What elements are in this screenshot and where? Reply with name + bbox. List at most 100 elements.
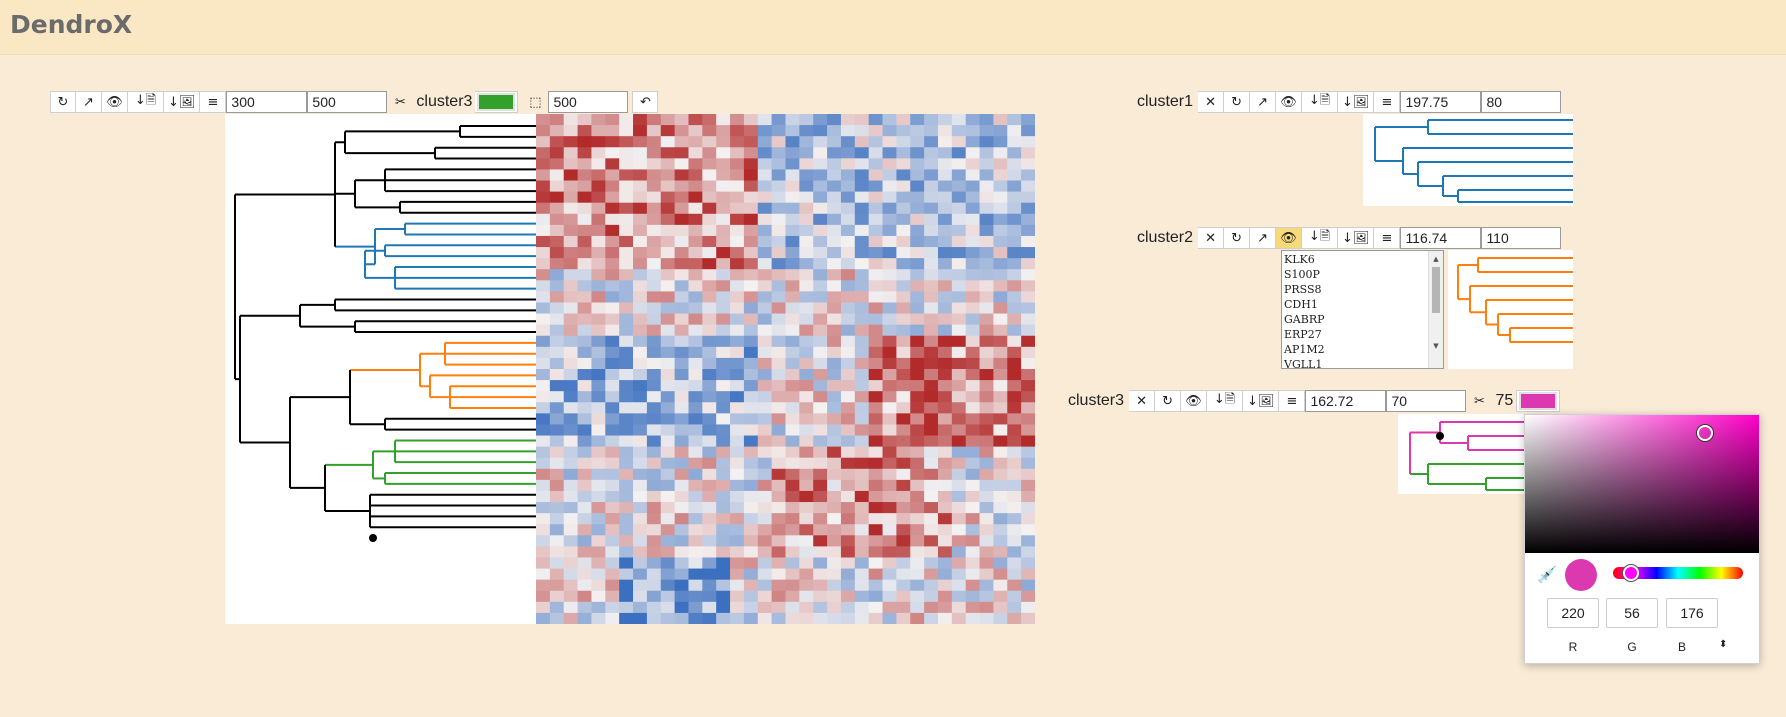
heatmap-cell <box>868 424 884 437</box>
download-text-icon[interactable]: ↓🗎 <box>1207 390 1244 412</box>
heatmap-cell <box>619 479 634 492</box>
eye-icon[interactable]: 👁 <box>1276 227 1303 249</box>
undo-icon[interactable]: ↶ <box>632 91 659 113</box>
heatmap-cell <box>896 136 911 148</box>
list-item[interactable]: KLK6 <box>1284 253 1315 266</box>
heatmap-cell <box>716 557 731 570</box>
eyedropper-icon[interactable]: 💉 <box>1537 567 1557 584</box>
scissors-icon[interactable]: ✂ <box>394 94 406 110</box>
crop-size-input[interactable] <box>548 91 629 113</box>
download-text-icon[interactable]: ↓🗎 <box>1302 91 1339 113</box>
heatmap-cell <box>563 147 579 159</box>
tree-height-input[interactable] <box>307 91 388 113</box>
sv-handle[interactable] <box>1697 425 1713 441</box>
heatmap-cell <box>1007 446 1022 459</box>
heatmap-cell <box>757 335 773 348</box>
cluster1-dendrogram[interactable] <box>1363 114 1573 206</box>
heatmap-cell <box>646 535 662 547</box>
list-item[interactable]: CDH1 <box>1284 298 1318 311</box>
heatmap-cell <box>1007 258 1022 270</box>
heatmap-cell <box>591 612 606 624</box>
expand-icon[interactable]: ↗ <box>1250 227 1277 249</box>
download-image-icon[interactable]: ↓🖼 <box>1338 91 1375 113</box>
tree-width-input[interactable] <box>226 91 308 113</box>
cluster1-width-input[interactable] <box>1481 91 1562 113</box>
heatmap-cell <box>882 147 897 159</box>
heatmap[interactable] <box>536 114 1035 624</box>
heatmap-cell <box>716 612 731 624</box>
heatmap-cell <box>910 568 925 581</box>
heatmap-cell <box>993 612 1008 624</box>
scroll-thumb[interactable] <box>1432 267 1440 313</box>
scroll-up-icon[interactable]: ▲ <box>1433 255 1439 263</box>
list-icon[interactable]: ≡ <box>1279 390 1306 412</box>
color-mode-toggle[interactable]: ⬍ <box>1719 639 1728 650</box>
scroll-down-icon[interactable]: ▼ <box>1433 342 1439 350</box>
cluster2-height-input[interactable] <box>1400 227 1482 249</box>
scissors-icon[interactable]: ✂ <box>1473 393 1485 409</box>
expand-icon[interactable]: ↗ <box>1250 91 1277 113</box>
selected-node-marker[interactable] <box>1436 432 1444 440</box>
cluster1-height-input[interactable] <box>1400 91 1482 113</box>
list-item[interactable]: PRSS8 <box>1284 283 1322 296</box>
list-item[interactable]: VGLL1 <box>1284 358 1323 369</box>
heatmap-cell <box>646 125 662 137</box>
refresh-icon[interactable]: ↻ <box>1224 91 1251 113</box>
list-item[interactable]: ERP27 <box>1284 328 1322 341</box>
eye-icon[interactable]: 👁 <box>102 91 128 113</box>
cluster2-width-input[interactable] <box>1481 227 1562 249</box>
heatmap-cell <box>1007 291 1022 303</box>
close-icon[interactable]: ✕ <box>1129 390 1156 412</box>
expand-icon[interactable]: ↗ <box>76 91 102 113</box>
list-scrollbar[interactable]: ▲ ▼ <box>1428 251 1443 368</box>
download-image-icon[interactable]: ↓🖼 <box>1243 390 1280 412</box>
hue-slider[interactable] <box>1613 565 1743 581</box>
cluster3-height-input[interactable] <box>1305 390 1387 412</box>
saturation-value-area[interactable] <box>1525 415 1759 553</box>
heatmap-cell <box>549 324 565 337</box>
eye-icon[interactable]: 👁 <box>1181 390 1208 412</box>
heatmap-cell <box>771 402 786 414</box>
cluster3-color-button[interactable] <box>1516 390 1561 412</box>
red-input[interactable]: 220 <box>1547 598 1599 628</box>
crop-icon[interactable]: ⬚ <box>529 94 542 110</box>
color-picker[interactable]: 💉 220 56 176 R G B ⬍ <box>1524 414 1760 664</box>
list-item[interactable]: GABRP <box>1284 313 1325 326</box>
refresh-icon[interactable]: ↻ <box>50 91 76 113</box>
heatmap-cell <box>937 424 953 437</box>
main-dendrogram[interactable] <box>225 114 536 624</box>
blue-input[interactable]: 176 <box>1666 598 1718 628</box>
list-icon[interactable]: ≡ <box>200 91 227 113</box>
list-icon[interactable]: ≡ <box>1374 91 1401 113</box>
heatmap-cell <box>951 502 967 514</box>
heatmap-cell <box>605 490 620 503</box>
refresh-icon[interactable]: ↻ <box>1224 227 1251 249</box>
list-icon[interactable]: ≡ <box>1374 227 1401 249</box>
hue-handle[interactable] <box>1623 565 1639 581</box>
refresh-icon[interactable]: ↻ <box>1155 390 1182 412</box>
list-item[interactable]: S100P <box>1284 268 1320 281</box>
cluster3-dendrogram[interactable] <box>1398 414 1524 494</box>
heatmap-cell <box>882 313 897 326</box>
heatmap-cell <box>674 546 689 558</box>
cluster3-width-input[interactable] <box>1386 390 1467 412</box>
download-text-icon[interactable]: ↓🗎 <box>1302 227 1339 249</box>
heatmap-cell <box>674 269 689 281</box>
cluster2-gene-list[interactable]: KLK6 S100P PRSS8 CDH1 GABRP ERP27 AP1M2 … <box>1281 250 1444 369</box>
green-input[interactable]: 56 <box>1606 598 1658 628</box>
cluster-color-button[interactable] <box>475 91 519 113</box>
list-item[interactable]: AP1M2 <box>1284 343 1325 356</box>
close-icon[interactable]: ✕ <box>1198 227 1225 249</box>
heatmap-cell <box>688 557 703 570</box>
cluster2-dendrogram[interactable] <box>1448 250 1573 369</box>
download-image-icon[interactable]: ↓🖼 <box>1338 227 1375 249</box>
heatmap-cell <box>924 147 939 159</box>
heatmap-cell <box>813 280 828 292</box>
eye-icon[interactable]: 👁 <box>1276 91 1303 113</box>
download-image-icon[interactable]: ↓🖼 <box>164 91 201 113</box>
heatmap-cell <box>854 579 870 592</box>
selected-node-marker[interactable] <box>369 534 377 542</box>
heatmap-cell <box>591 235 606 248</box>
download-text-icon[interactable]: ↓🗎 <box>128 91 164 113</box>
close-icon[interactable]: ✕ <box>1198 91 1225 113</box>
